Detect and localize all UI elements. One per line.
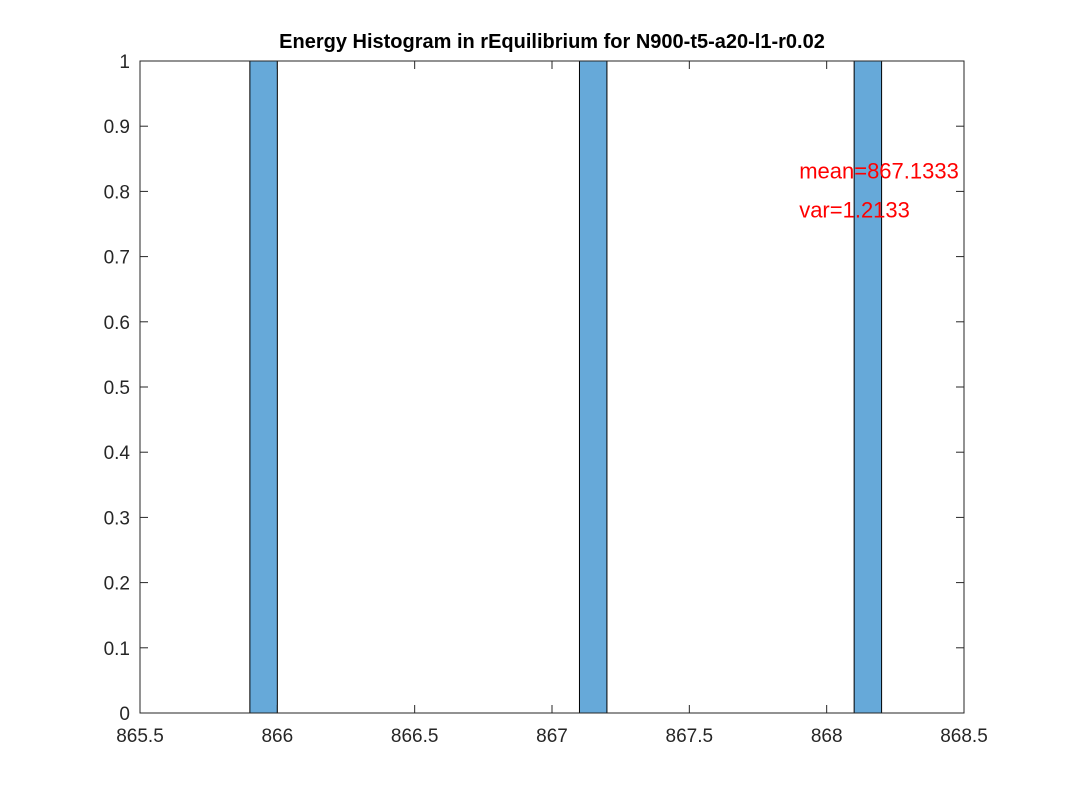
x-tick-labels: 865.5 866 866.5 867 867.5 868 868.5 xyxy=(116,726,988,747)
y-tick-labels: 0 0.1 0.2 0.3 0.4 0.5 0.6 0.7 0.8 0.9 1 xyxy=(104,52,131,725)
histogram-bar-0 xyxy=(249,60,278,714)
histogram-bar-2 xyxy=(853,60,883,714)
x-tick-label-1: 866 xyxy=(261,726,293,747)
x-tick-label-4: 867.5 xyxy=(666,726,714,747)
x-tick-label-2: 866.5 xyxy=(391,726,439,747)
annotations-group: mean=867.1333 var=1.2133 xyxy=(799,158,959,222)
y-tick-label-1: 0.1 xyxy=(104,639,130,660)
y-tick-label-0: 0 xyxy=(119,704,130,725)
x-tick-label-3: 867 xyxy=(536,726,568,747)
chart-title: Energy Histogram in rEquilibrium for N90… xyxy=(279,31,825,53)
y-tick-label-4: 0.4 xyxy=(104,443,131,464)
y-tick-label-2: 0.2 xyxy=(104,574,130,595)
y-tick-label-8: 0.8 xyxy=(104,182,130,203)
y-tick-label-5: 0.5 xyxy=(104,378,130,399)
y-tick-label-9: 0.9 xyxy=(104,117,130,138)
x-tick-label-6: 868.5 xyxy=(940,726,988,747)
annotation-0: mean=867.1333 xyxy=(799,158,959,183)
y-tick-label-7: 0.7 xyxy=(104,248,130,269)
y-tick-label-10: 1 xyxy=(119,52,130,73)
histogram-bar-1 xyxy=(578,60,608,714)
annotation-1: var=1.2133 xyxy=(799,197,910,222)
x-tick-label-0: 865.5 xyxy=(116,726,164,747)
axes-box xyxy=(139,60,965,714)
y-tick-label-3: 0.3 xyxy=(104,508,130,529)
x-tick-label-5: 868 xyxy=(811,726,843,747)
y-tick-label-6: 0.6 xyxy=(104,313,130,334)
